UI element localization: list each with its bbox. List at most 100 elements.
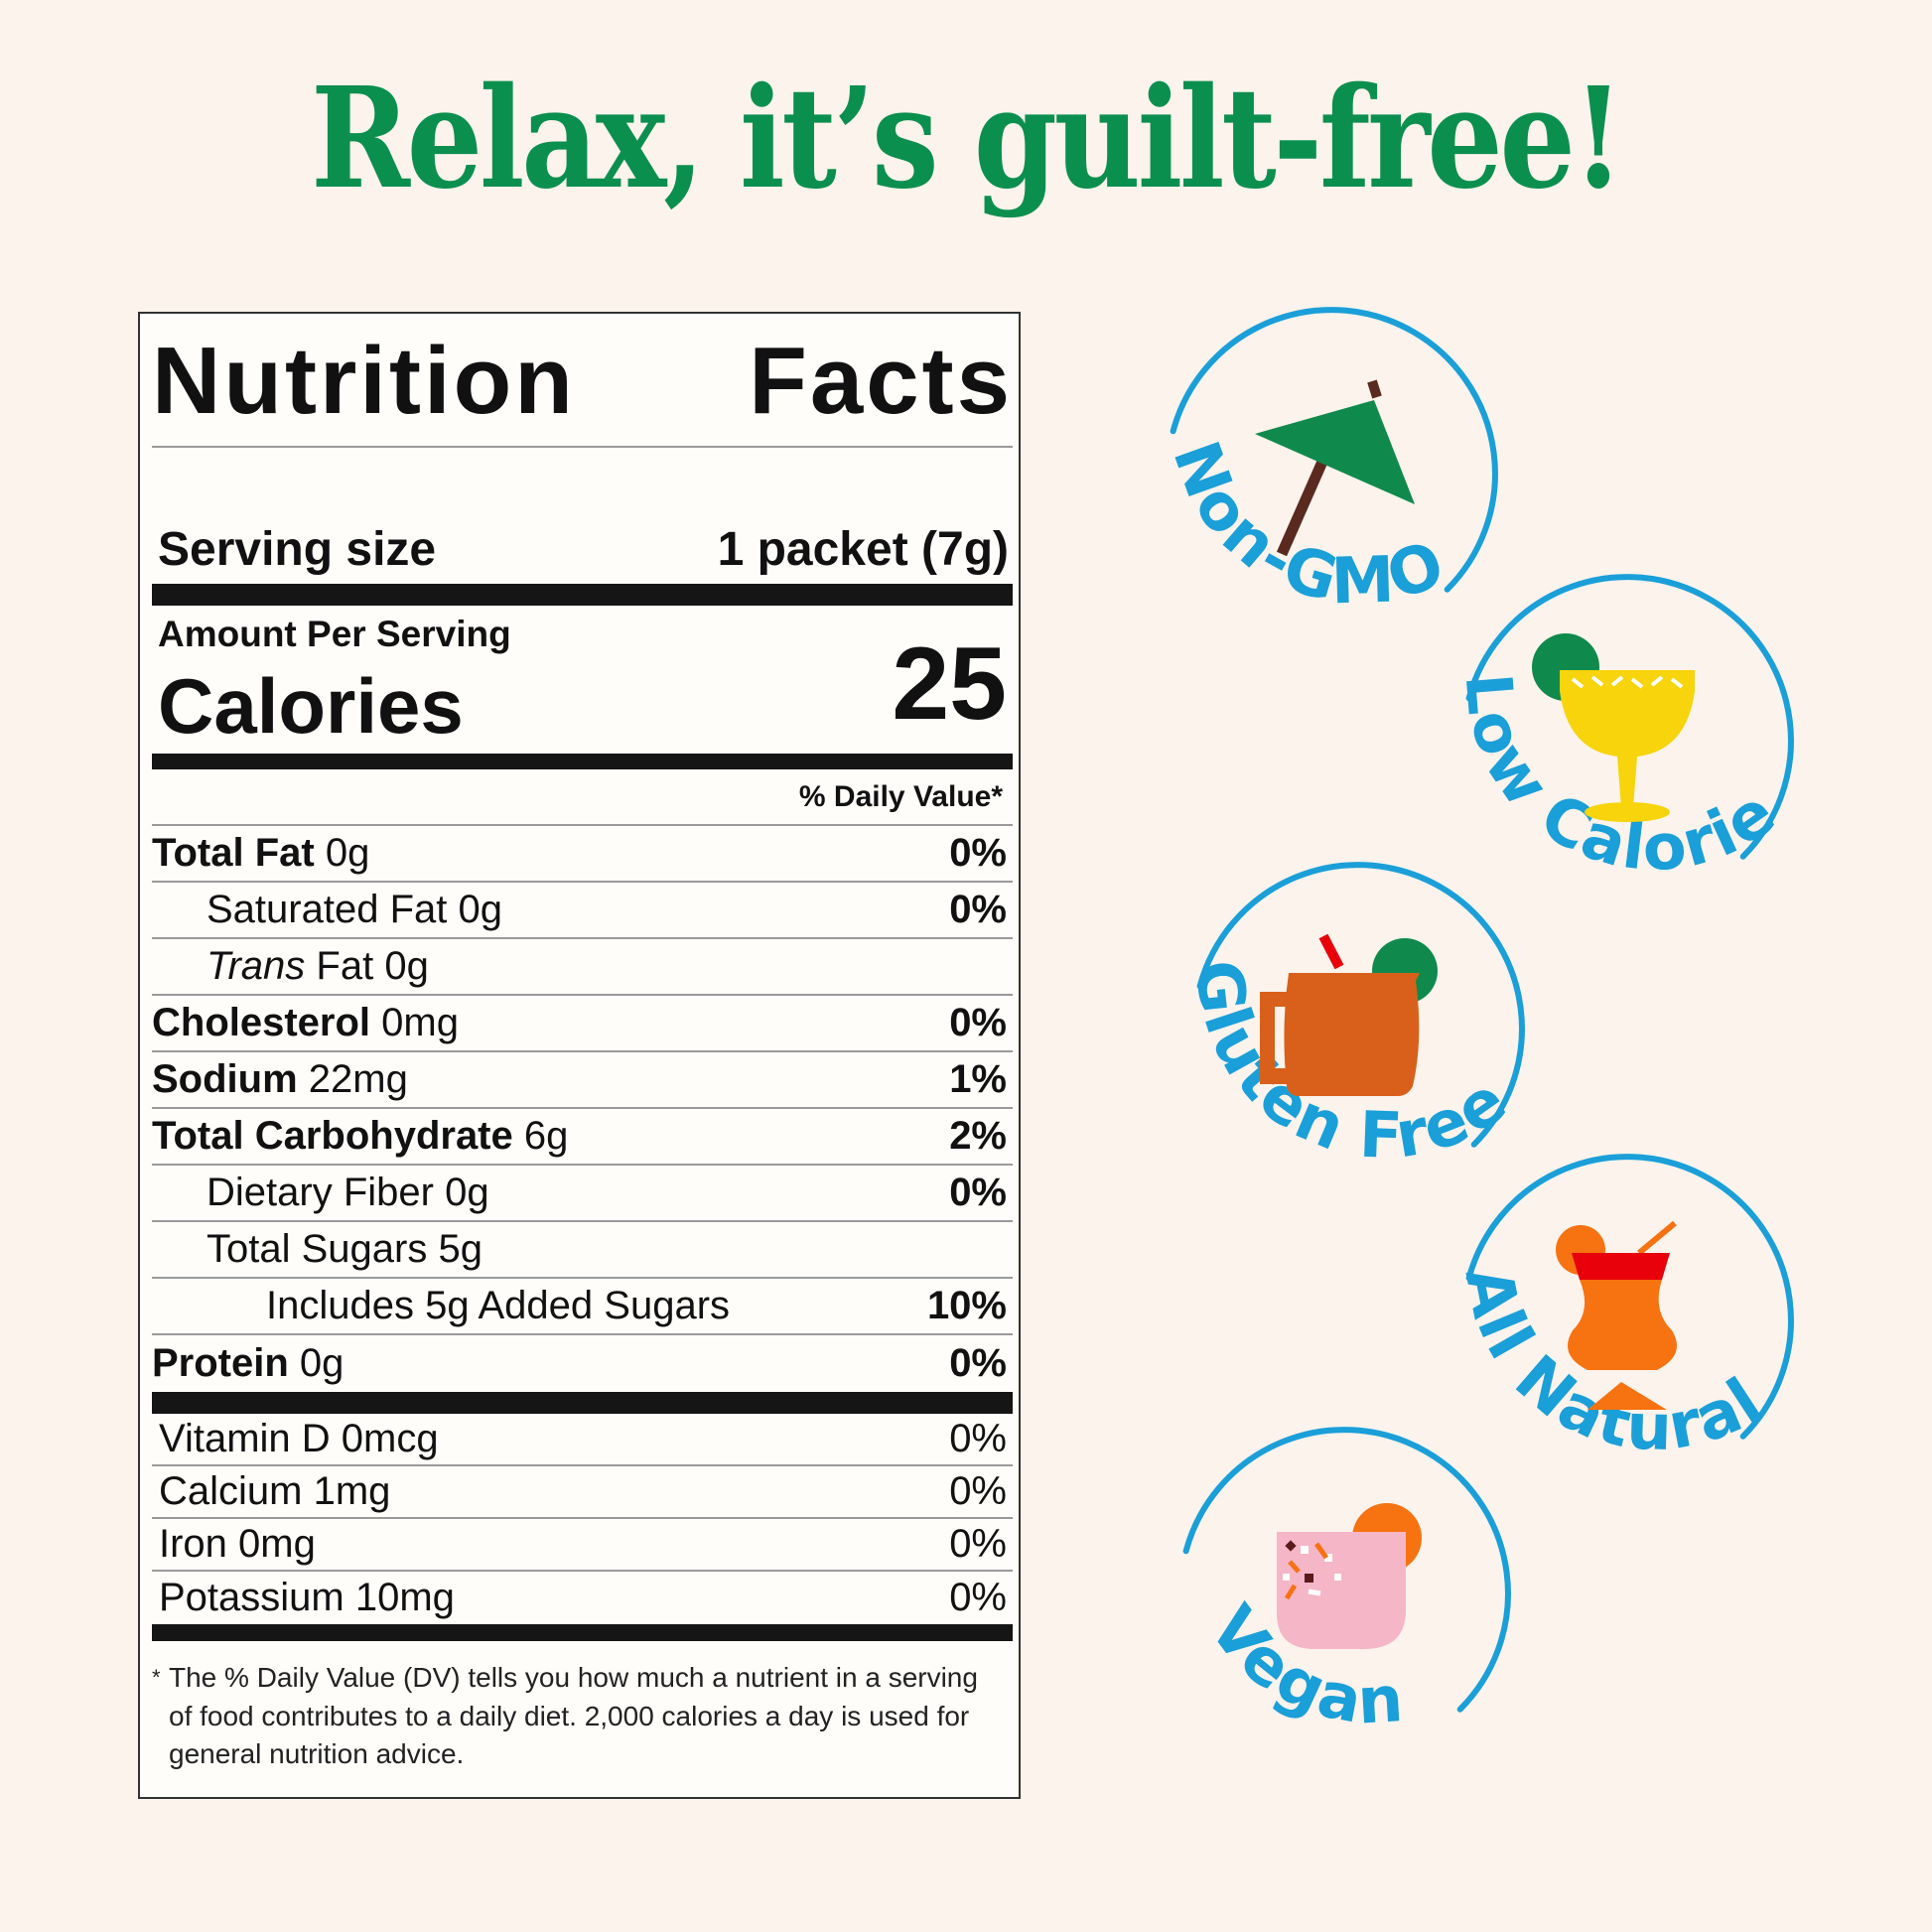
nutrient-daily-value: 2% bbox=[949, 1114, 1007, 1158]
nutrient-label: Total Fat 0g bbox=[152, 831, 369, 876]
nutrient-row: Total Sugars 5g bbox=[152, 1222, 1013, 1279]
heading-word: Nutrition bbox=[152, 328, 576, 434]
thick-divider bbox=[152, 1624, 1013, 1641]
nutrient-name: Protein bbox=[152, 1341, 289, 1385]
nutrient-row: Saturated Fat 0g 0% bbox=[152, 883, 1013, 939]
badge-ring bbox=[1465, 574, 1794, 860]
nutrient-amount: 0g bbox=[299, 1341, 345, 1385]
nutrient-label: Cholesterol 0mg bbox=[152, 1001, 459, 1045]
nutrient-label: Includes 5g Added Sugars bbox=[152, 1284, 730, 1328]
hurricane-glass-icon bbox=[1556, 1220, 1677, 1410]
badge-low-calorie: Low Calorie bbox=[1450, 574, 1794, 887]
footnote-text: The % Daily Value (DV) tells you how muc… bbox=[169, 1662, 978, 1769]
nutrient-amount: 22mg bbox=[308, 1057, 408, 1101]
serving-size-row: Serving size 1 packet (7g) bbox=[152, 448, 1013, 584]
nutrient-label: Trans Fat 0g bbox=[152, 944, 429, 989]
nutrient-row: Cholesterol 0mg 0% bbox=[152, 996, 1013, 1052]
vitamin-row: Calcium 1mg 0% bbox=[152, 1466, 1013, 1519]
badge-all-natural: All Natural bbox=[1450, 1154, 1794, 1465]
badge-label: Non-GMO bbox=[1158, 433, 1455, 620]
vitamin-list: Vitamin D 0mcg 0% Calcium 1mg 0% Iron 0mg 0% P… bbox=[152, 1414, 1013, 1624]
divider bbox=[152, 446, 1013, 448]
vitamin-row: Vitamin D 0mcg 0% bbox=[152, 1414, 1013, 1466]
nutrient-amount: 5g bbox=[438, 1227, 483, 1271]
nutrient-row: Total Fat 0g 0% bbox=[152, 826, 1013, 883]
nutrient-daily-value: 0% bbox=[949, 1001, 1007, 1044]
nutrient-name: Saturated Fat bbox=[207, 888, 448, 931]
nutrient-list: Total Fat 0g 0% Saturated Fat 0g 0% Trans Fa… bbox=[152, 826, 1013, 1392]
badge-non-gmo: Non-GMO bbox=[1158, 307, 1498, 620]
badge-vegan: Vegan bbox=[1182, 1427, 1511, 1739]
vitamin-label: Vitamin D 0mcg bbox=[159, 1417, 439, 1460]
nutrient-name: Sodium bbox=[152, 1057, 298, 1101]
badge-ring bbox=[1170, 307, 1498, 593]
badge-ring bbox=[1182, 1427, 1511, 1713]
footnote: * The % Daily Value (DV) tells you how m… bbox=[152, 1641, 1013, 1774]
heading-word: Facts bbox=[749, 328, 1013, 434]
badge-label-path: Non-GMO bbox=[1158, 433, 1453, 620]
vitamin-label: Potassium 10mg bbox=[159, 1576, 455, 1619]
margarita-glass-icon bbox=[1532, 633, 1695, 822]
nutrient-label: Dietary Fiber 0g bbox=[152, 1171, 489, 1215]
nutrient-amount: 0g bbox=[445, 1171, 489, 1214]
nutrient-row: Trans Fat 0g bbox=[152, 939, 1013, 996]
daily-value-header: % Daily Value* bbox=[798, 780, 1003, 813]
nutrient-name: Fat bbox=[316, 944, 374, 988]
nutrient-daily-value: 10% bbox=[926, 1284, 1007, 1327]
nutrient-daily-value: 0% bbox=[949, 1341, 1007, 1385]
nutrient-amount: 0g bbox=[458, 888, 503, 931]
nutrient-italic-prefix: Trans bbox=[207, 944, 306, 988]
badge-gluten-free: Gluten Free bbox=[1180, 862, 1525, 1173]
nutrient-row: Dietary Fiber 0g 0% bbox=[152, 1166, 1013, 1222]
thick-divider bbox=[152, 584, 1013, 606]
nutrient-label: Sodium 22mg bbox=[152, 1057, 408, 1102]
nutrient-name: Dietary Fiber bbox=[207, 1171, 434, 1214]
vitamin-daily-value: 0% bbox=[949, 1576, 1007, 1619]
footnote-asterisk: * bbox=[152, 1665, 161, 1690]
nutrient-name: Total Sugars bbox=[207, 1227, 428, 1271]
nutrient-amount: 6g bbox=[523, 1114, 569, 1158]
nutrient-row: Sodium 22mg 1% bbox=[152, 1052, 1013, 1109]
nutrient-label: Saturated Fat 0g bbox=[152, 888, 502, 932]
thick-divider bbox=[152, 1392, 1013, 1414]
nutrient-daily-value: 1% bbox=[949, 1057, 1007, 1101]
vitamin-row: Iron 0mg 0% bbox=[152, 1519, 1013, 1572]
calories-label: Calories bbox=[158, 662, 464, 750]
nutrient-label: Protein 0g bbox=[152, 1341, 344, 1386]
nutrient-amount: 0g bbox=[325, 831, 370, 875]
pink-cocktail-icon bbox=[1277, 1503, 1422, 1649]
nutrient-name: Total Carbohydrate bbox=[152, 1114, 513, 1158]
cocktail-umbrella-icon bbox=[1255, 379, 1415, 557]
thick-divider bbox=[152, 754, 1013, 769]
nutrient-name: Includes 5g Added Sugars bbox=[266, 1284, 731, 1327]
nutrition-facts-heading: Nutrition Facts bbox=[152, 314, 1013, 446]
vitamin-label: Iron 0mg bbox=[159, 1522, 316, 1566]
nutrient-name: Cholesterol bbox=[152, 1001, 371, 1044]
nutrition-facts-panel: Nutrition Facts Serving size 1 packet (7… bbox=[138, 312, 1021, 1799]
vitamin-label: Calcium 1mg bbox=[159, 1469, 391, 1513]
nutrient-label: Total Carbohydrate 6g bbox=[152, 1114, 568, 1159]
badge-ring bbox=[1465, 1154, 1794, 1440]
vitamin-daily-value: 0% bbox=[949, 1469, 1007, 1513]
nutrient-label: Total Sugars 5g bbox=[152, 1227, 483, 1272]
amount-per-serving-label: Amount Per Serving bbox=[158, 614, 511, 654]
vitamin-row: Potassium 10mg 0% bbox=[152, 1572, 1013, 1624]
calories-section: Amount Per Serving Calories 25 bbox=[152, 606, 1013, 754]
serving-size-label: Serving size bbox=[158, 523, 437, 576]
nutrient-row: Protein 0g 0% bbox=[152, 1335, 1013, 1392]
nutrient-row: Total Carbohydrate 6g 2% bbox=[152, 1109, 1013, 1166]
copper-mug-icon bbox=[1260, 933, 1438, 1096]
vitamin-daily-value: 0% bbox=[949, 1417, 1007, 1460]
nutrient-amount: 0g bbox=[384, 944, 429, 988]
nutrient-daily-value: 0% bbox=[949, 831, 1007, 875]
headline: Relax, it’s guilt-free! bbox=[311, 58, 1624, 220]
nutrient-daily-value: 0% bbox=[949, 1171, 1007, 1214]
badge-ring bbox=[1196, 862, 1525, 1148]
nutrient-amount: 0mg bbox=[381, 1001, 459, 1044]
nutrient-daily-value: 0% bbox=[949, 888, 1007, 931]
calories-value: 25 bbox=[892, 626, 1007, 742]
divider bbox=[152, 824, 1013, 826]
vitamin-daily-value: 0% bbox=[949, 1522, 1007, 1566]
serving-size-value: 1 packet (7g) bbox=[717, 523, 1009, 576]
